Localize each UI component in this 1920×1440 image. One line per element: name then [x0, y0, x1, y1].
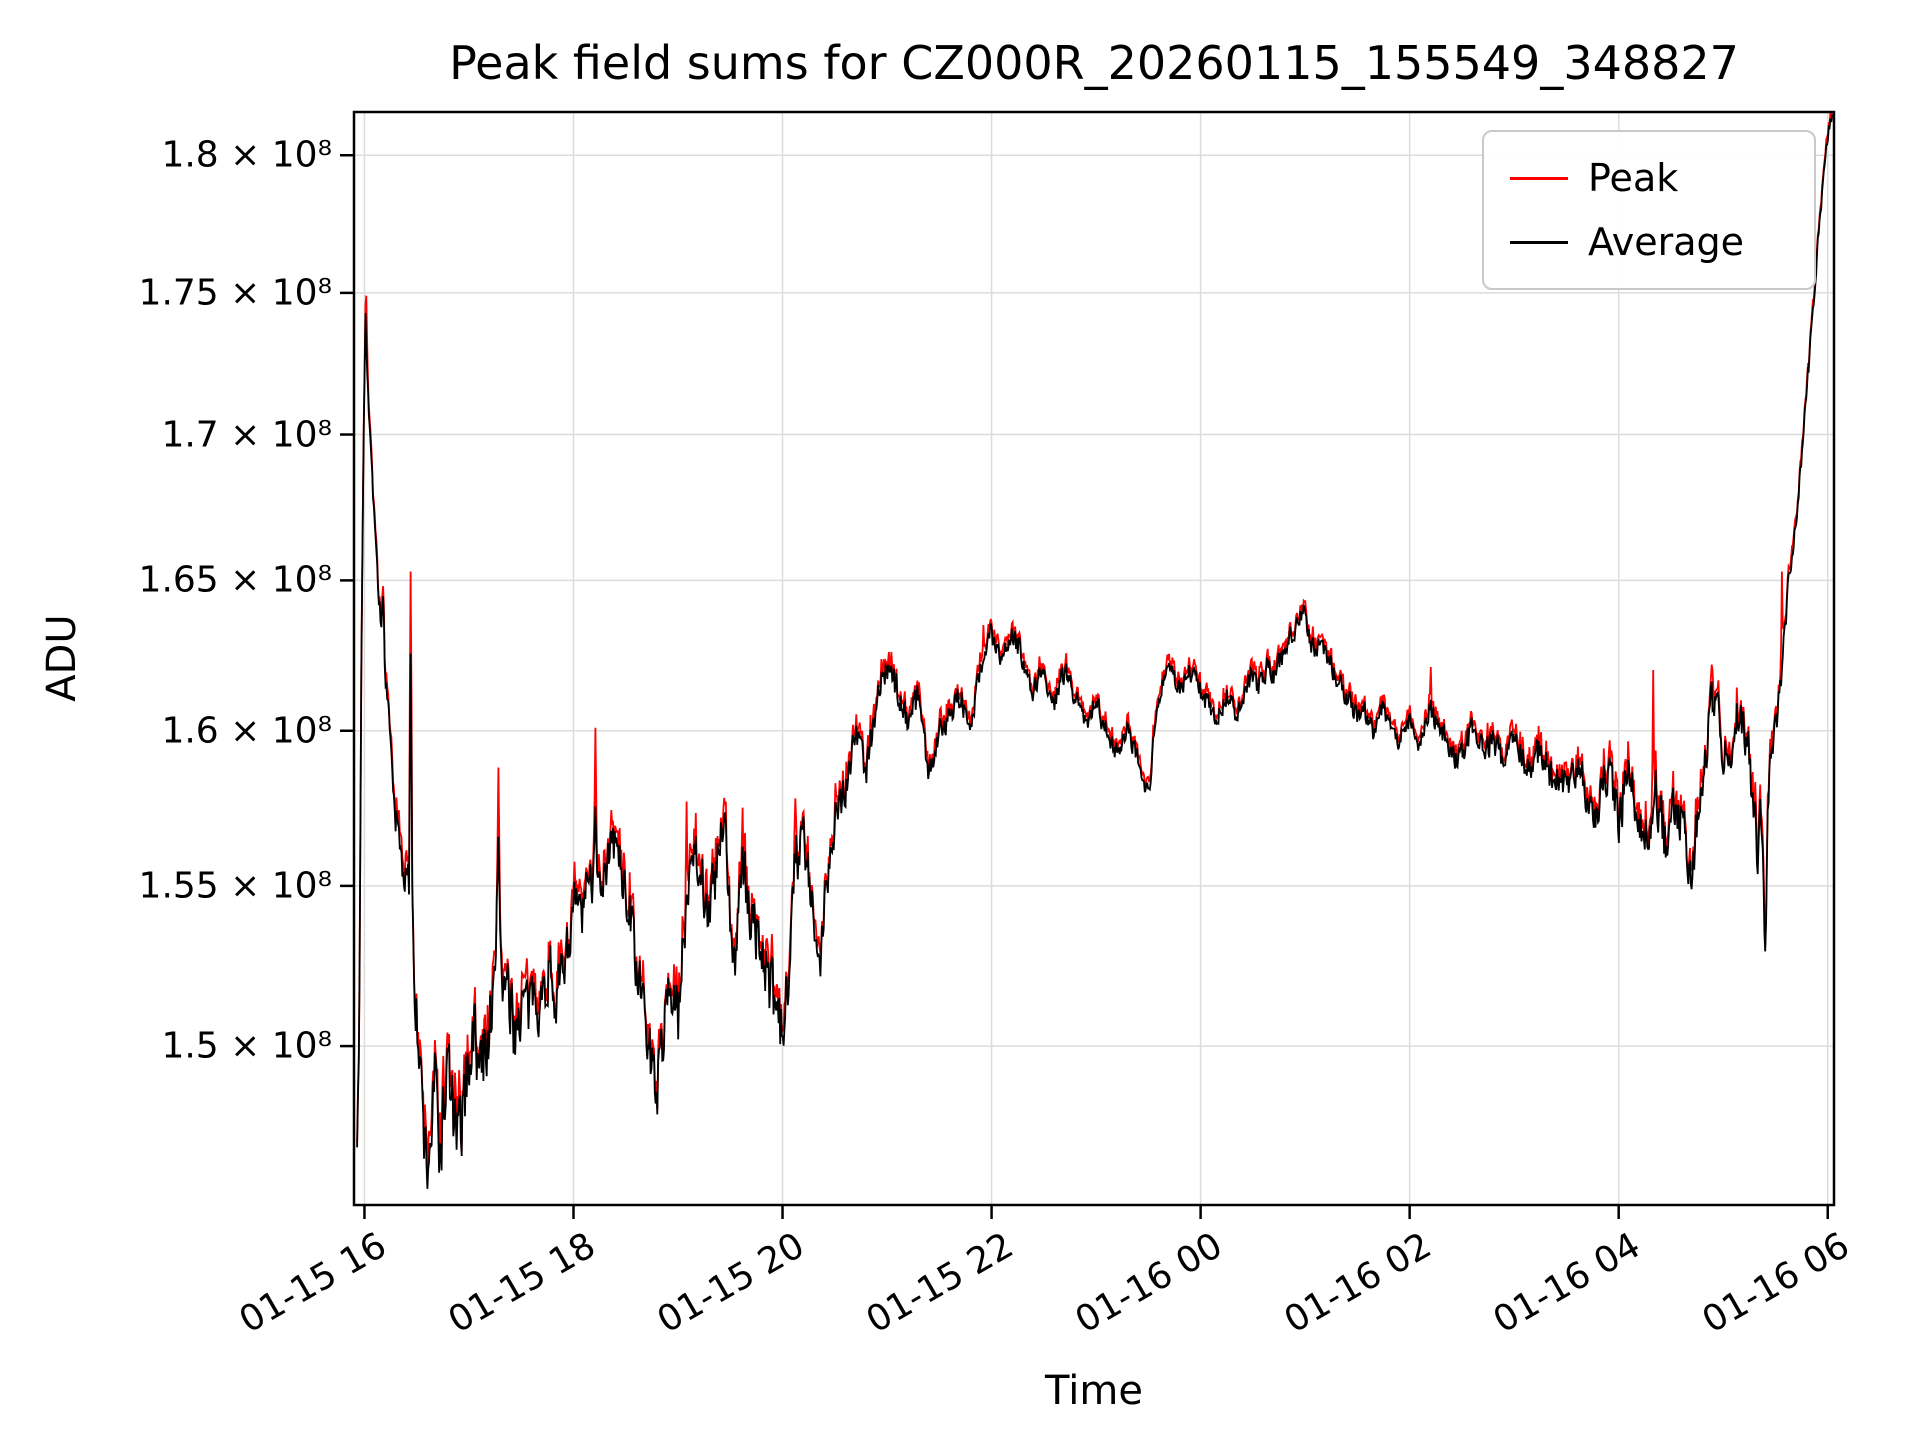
- x-axis-label: Time: [1045, 1368, 1143, 1414]
- y-tick-label: 1.65 × 10⁸: [138, 559, 332, 601]
- legend-label-peak: Peak: [1588, 156, 1679, 200]
- y-tick-label: 1.7 × 10⁸: [161, 414, 332, 456]
- average-line-swatch: [1510, 240, 1568, 244]
- legend-entry-peak: Peak: [1484, 146, 1814, 210]
- chart-title: Peak field sums for CZ000R_20260115_1555…: [449, 36, 1739, 90]
- legend: Peak Average: [1482, 130, 1816, 290]
- peak-line-swatch: [1510, 176, 1568, 180]
- legend-entry-average: Average: [1484, 210, 1814, 274]
- y-tick-label: 1.75 × 10⁸: [138, 272, 332, 314]
- average-series-line: [356, 114, 1834, 1189]
- y-tick-label: 1.55 × 10⁸: [138, 865, 332, 907]
- legend-label-average: Average: [1588, 220, 1745, 264]
- y-axis-label: ADU: [39, 614, 85, 702]
- y-tick-label: 1.5 × 10⁸: [161, 1025, 332, 1067]
- y-tick-label: 1.8 × 10⁸: [161, 134, 332, 176]
- y-tick-label: 1.6 × 10⁸: [161, 710, 332, 752]
